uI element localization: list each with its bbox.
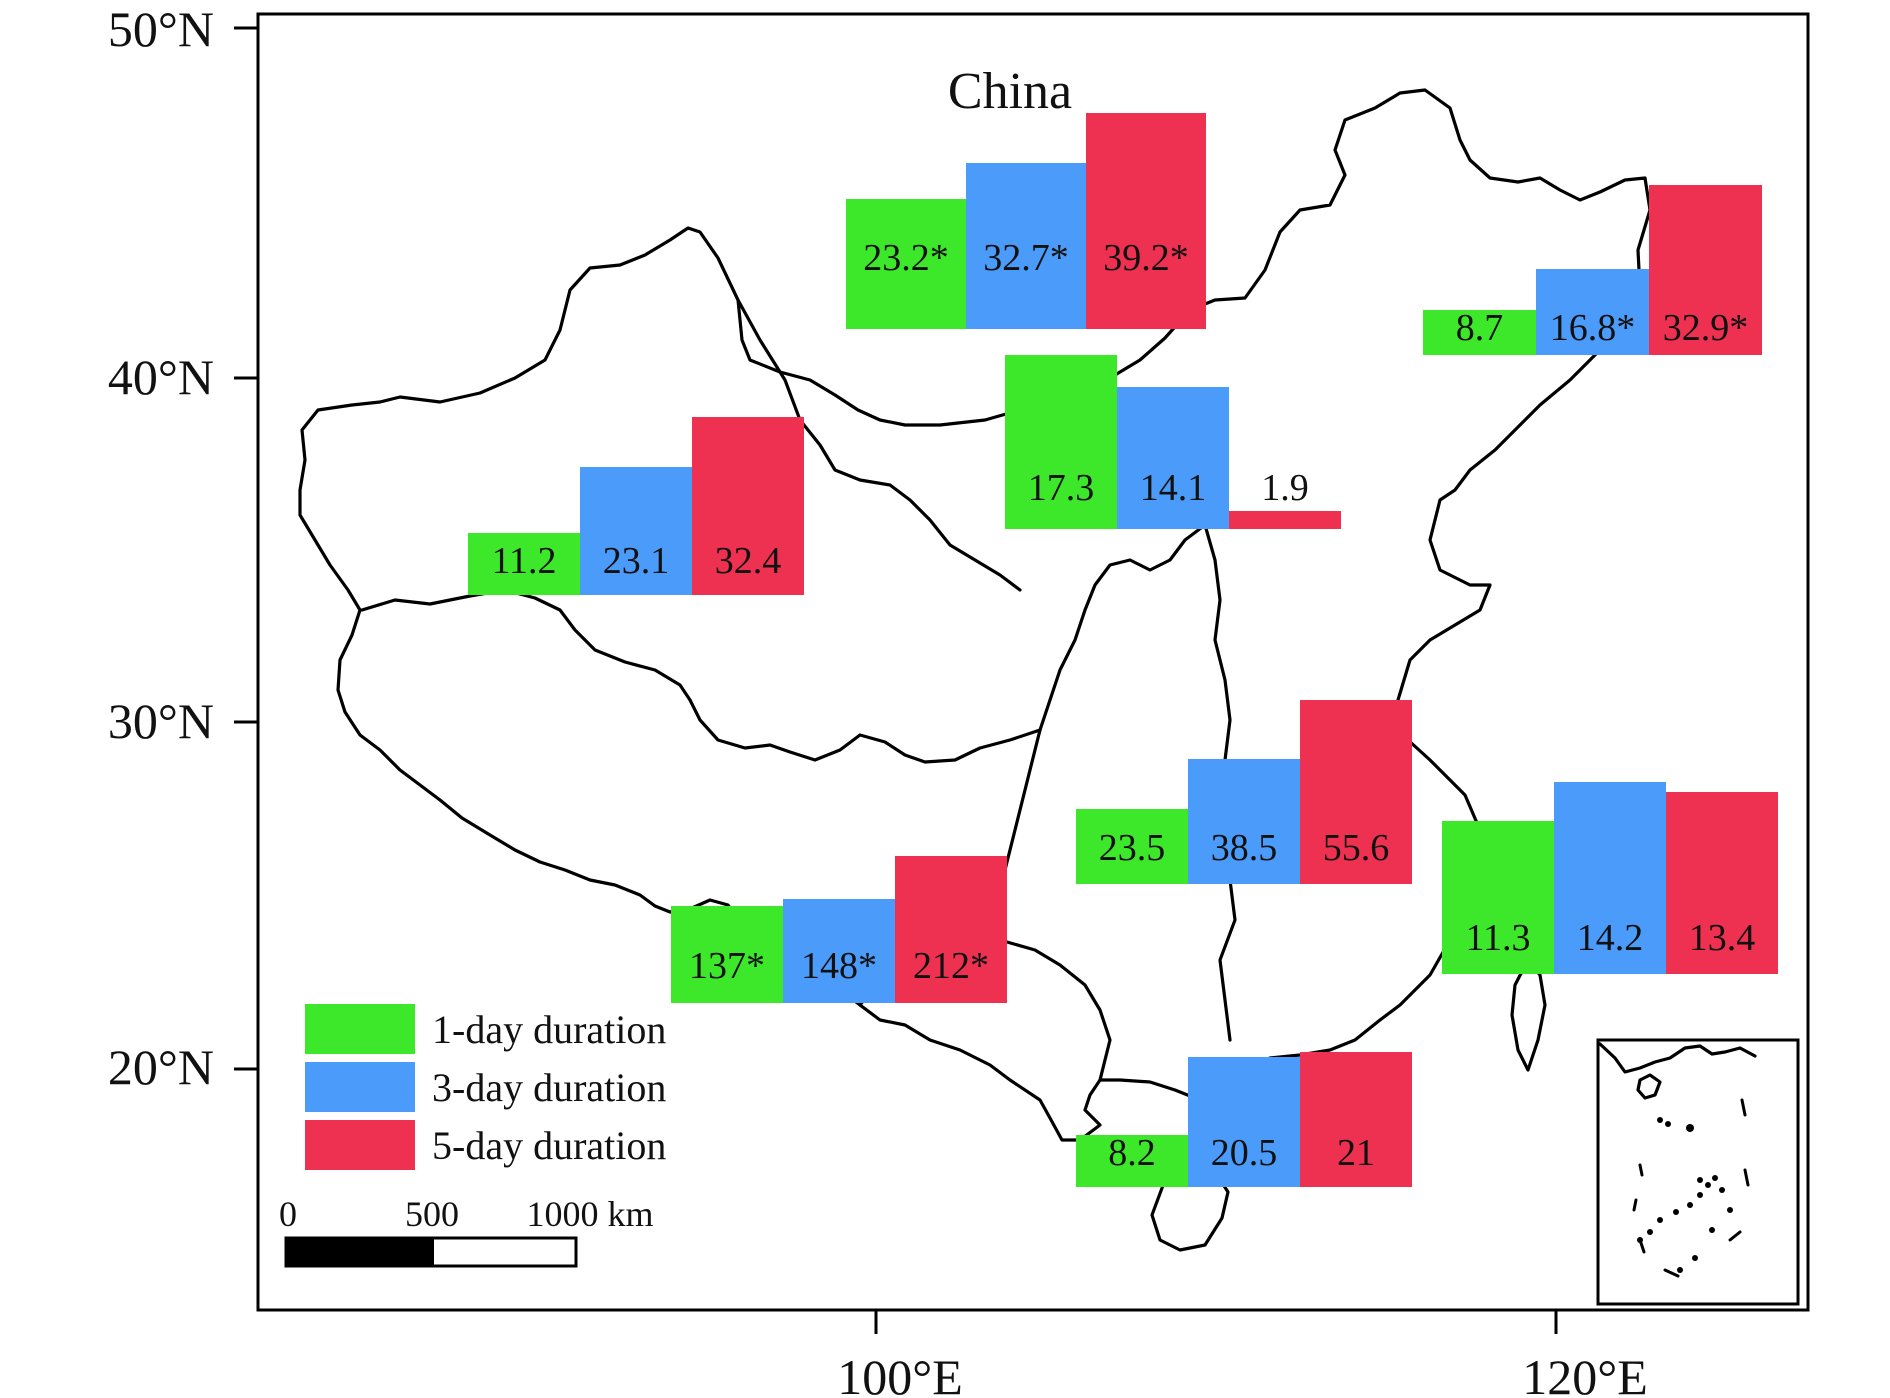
bar-label-north-3-day: 14.1 [1140,467,1207,509]
bar-label-north-5-day: 1.9 [1261,467,1309,509]
bar-northeast-1-day [1423,310,1536,355]
bar-north-1-day [1005,355,1117,529]
scale-bar: 0 500 1000 km [279,1194,654,1268]
inner-boundary-central [1038,523,1207,732]
lat-ticks: 50°N 40°N 30°N 20°N [108,1,258,1095]
inset-dash-line [1632,1098,1750,1278]
bar-label-east-5-day: 13.4 [1689,917,1756,959]
bar-group-northwest: 11.2 23.1 32.4 [468,417,804,595]
bar-central-1-day [1076,809,1188,884]
bar-northeast-3-day [1536,269,1649,355]
bar-label-north-central-1-day: 23.2* [863,237,949,279]
scale-bar-fill [286,1238,434,1266]
bar-label-southwest-3-day: 148* [801,945,877,987]
bar-label-south-3-day: 20.5 [1211,1132,1278,1174]
bar-group-south: 8.2 20.5 21 [1076,1052,1412,1187]
legend-swatch-1-day [305,1004,415,1054]
south-china-sea-inset [1596,1038,1800,1306]
bar-label-central-1-day: 23.5 [1099,827,1166,869]
legend-label-5-day: 5-day duration [432,1123,666,1168]
lat-label-50: 50°N [108,1,214,57]
bar-label-north-central-3-day: 32.7* [983,237,1069,279]
bar-label-east-1-day: 11.3 [1465,917,1530,959]
bar-northwest-1-day [468,533,580,595]
bar-label-northeast-5-day: 32.9* [1663,307,1749,349]
bar-central-3-day [1188,759,1300,884]
xinjiang-tibet-boundary [360,588,692,702]
bar-group-northeast: 8.7 16.8* 32.9* [1423,185,1762,355]
legend-swatch-3-day [305,1062,415,1112]
bar-north-3-day [1117,387,1229,529]
bar-group-north-central: 23.2* 32.7* 39.2* [846,113,1206,329]
bar-east-5-day [1666,792,1778,974]
scale-label-500: 500 [405,1194,459,1234]
scale-label-1000: 1000 km [526,1194,653,1234]
lat-label-30: 30°N [108,693,214,749]
legend-swatch-5-day [305,1120,415,1170]
lat-label-40: 40°N [108,349,214,405]
china-outline [298,88,1652,1142]
bar-northwest-5-day [692,417,804,595]
inset-hainan [1636,1073,1662,1100]
lon-label-120: 120°E [1522,1349,1648,1398]
bar-label-northwest-5-day: 32.4 [715,540,782,582]
bar-label-south-5-day: 21 [1337,1132,1375,1174]
legend-label-3-day: 3-day duration [432,1065,666,1110]
bar-east-1-day [1442,821,1554,974]
bar-south-5-day [1300,1052,1412,1187]
legend-label-1-day: 1-day duration [432,1007,666,1052]
inset-coastline [1598,1042,1757,1074]
bar-label-central-5-day: 55.6 [1323,827,1390,869]
bar-group-east: 11.3 14.2 13.4 [1442,782,1778,974]
bar-north-central-5-day [1086,113,1206,329]
bar-southwest-3-day [783,899,895,1003]
bar-southwest-5-day [895,856,1007,1003]
bar-label-southwest-5-day: 212* [913,945,989,987]
bar-label-south-1-day: 8.2 [1108,1132,1156,1174]
lat-label-20: 20°N [108,1039,214,1095]
map-title: China [948,63,1072,120]
bar-southwest-1-day [671,906,783,1003]
bar-label-northwest-1-day: 11.2 [491,540,556,582]
scale-label-0: 0 [279,1194,297,1234]
legend: 1-day duration 3-day duration 5-day dura… [305,1004,666,1170]
inset-frame [1596,1038,1800,1306]
bar-label-central-3-day: 38.5 [1211,827,1278,869]
bar-group-central: 23.5 38.5 55.6 [1076,700,1412,884]
bar-label-east-3-day: 14.2 [1577,917,1644,959]
map-frame [256,12,1810,1312]
bar-label-southwest-1-day: 137* [689,945,765,987]
bar-groups: 23.2* 32.7* 39.2* 8.7 16.8* 32.9* 11.2 23.1 32.4… [468,113,1778,1187]
bar-group-southwest: 137* 148* 212* [671,856,1007,1003]
taiwan-island [1510,958,1547,1072]
bar-south-1-day [1076,1135,1188,1187]
bar-north-central-3-day [966,163,1086,329]
bar-northwest-3-day [580,467,692,595]
inner-boundary-west [688,698,1042,764]
bar-central-5-day [1300,700,1412,884]
bar-label-northeast-3-day: 16.8* [1550,307,1636,349]
bar-east-3-day [1554,782,1666,974]
inner-boundary-gansu [736,298,1022,592]
bar-south-3-day [1188,1057,1300,1187]
bar-group-north: 17.3 14.1 1.9 [1005,355,1341,529]
lon-label-100: 100°E [837,1349,963,1398]
lon-ticks: 100°E 120°E [837,1310,1648,1398]
bar-northeast-5-day [1649,185,1762,355]
bar-label-north-central-5-day: 39.2* [1103,237,1189,279]
bar-north-5-day [1229,511,1341,529]
bar-label-northwest-3-day: 23.1 [603,540,670,582]
bar-north-central-1-day [846,199,966,329]
bar-label-northeast-1-day: 8.7 [1456,307,1504,349]
bar-label-north-1-day: 17.3 [1028,467,1095,509]
